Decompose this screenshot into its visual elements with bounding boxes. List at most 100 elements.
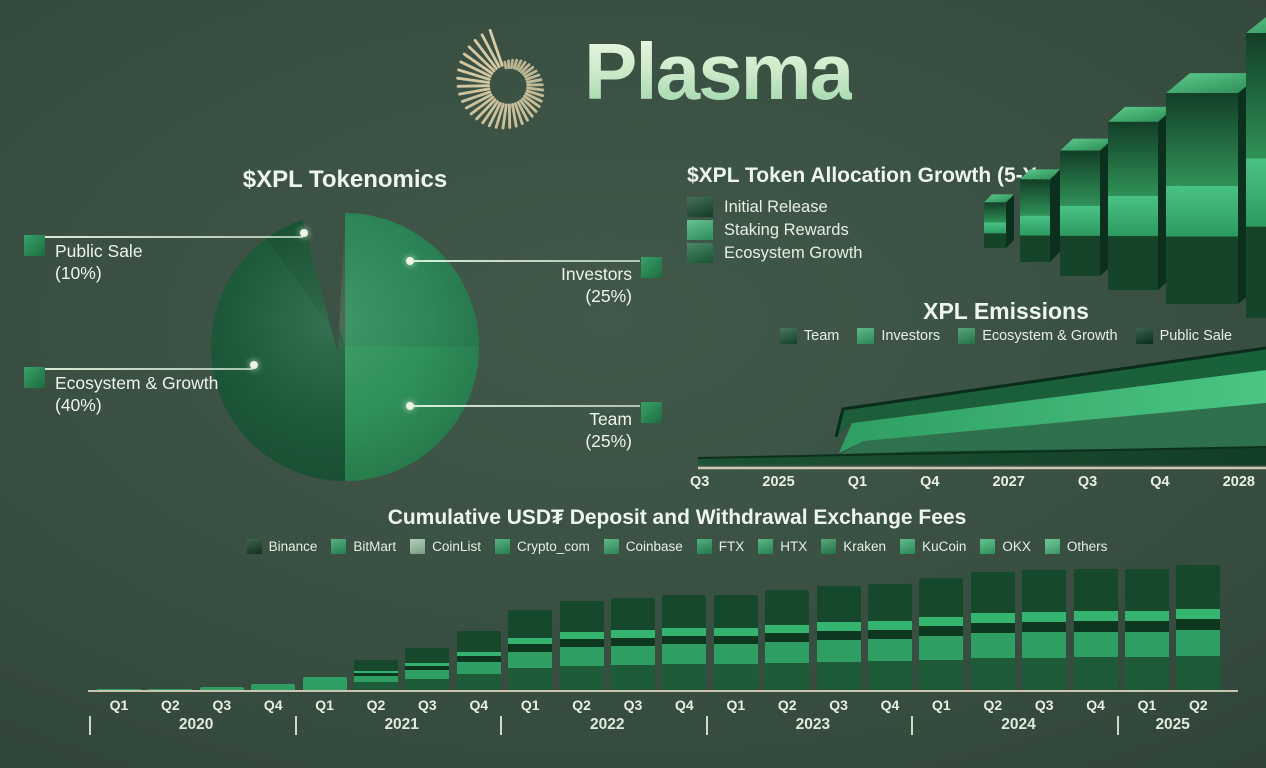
fees-bar-segment xyxy=(1073,631,1118,658)
callout-label-text: Ecosystem & Growth xyxy=(55,373,219,393)
emissions-x-label: Q3 xyxy=(1077,474,1098,490)
fees-legend: Binance BitMart CoinList Crypto_com Coinbase… xyxy=(88,539,1266,554)
legend-label: Investors xyxy=(881,328,941,344)
fees-bar-Q2-5 xyxy=(354,660,398,690)
fees-bar-segment xyxy=(559,601,604,633)
fees-bar-segment xyxy=(1125,569,1169,612)
fees-bar-segment xyxy=(1022,657,1067,690)
emissions-x-label: Q3 xyxy=(690,474,710,490)
legend-swatch-bitmart xyxy=(331,539,347,554)
fees-quarter-label: Q2 xyxy=(983,697,1003,713)
fees-bar-segment xyxy=(816,661,861,690)
fees-bar-segment xyxy=(456,674,501,690)
fees-bar-segment xyxy=(662,664,707,690)
fees-bar-segment xyxy=(919,617,964,627)
fees-bar-segment xyxy=(559,665,604,690)
fees-bar-Q1-0 xyxy=(97,689,141,690)
allocation-growth-legend: Initial Release Staking Rewards Ecosystem … xyxy=(687,197,862,263)
legend-swatch-initial-release xyxy=(687,197,713,217)
logo-ray xyxy=(515,59,523,71)
fees-bar-segment xyxy=(354,681,398,690)
legend-label: CoinList xyxy=(432,539,481,554)
fees-bar-segment xyxy=(354,675,398,682)
legend-label: OKX xyxy=(1002,539,1031,554)
fees-bar-segment xyxy=(765,590,810,625)
fees-quarter-label: Q2 xyxy=(572,697,591,713)
fees-quarter-label: Q3 xyxy=(829,697,848,713)
legend-item-others: Others xyxy=(1044,539,1107,554)
logo-ray xyxy=(521,97,538,113)
logo-ray xyxy=(525,73,541,81)
legend-swatch-ecosystem-growth xyxy=(958,328,976,344)
fees-quarter-label: Q1 xyxy=(726,697,746,713)
fees-bar-Q3-18 xyxy=(1022,570,1067,690)
fees-bar-segment xyxy=(868,584,912,622)
fees-quarter-label: Q4 xyxy=(469,697,489,713)
emissions-x-label: 2027 xyxy=(992,474,1025,490)
logo-ray xyxy=(520,63,531,74)
logo-ray xyxy=(469,95,495,116)
callout-dot-public-sale xyxy=(300,229,308,237)
legend-swatch-public-sale xyxy=(1135,328,1153,344)
fees-bar-segment xyxy=(508,651,553,669)
emissions-public-sale-edge xyxy=(697,446,1266,459)
fees-bar-segment xyxy=(662,595,707,629)
legend-swatch-staking-rewards xyxy=(687,220,713,240)
fees-bar-segment xyxy=(816,640,861,662)
fees-bar-segment xyxy=(713,595,758,629)
logo-ray xyxy=(473,38,498,71)
legend-item-staking-rewards: Staking Rewards xyxy=(687,220,862,240)
fees-bar-Q3-10 xyxy=(611,598,655,690)
fees-bar-segment xyxy=(1073,611,1118,622)
fees-bar-segment xyxy=(970,613,1015,623)
fees-bar-segment xyxy=(970,622,1015,634)
fees-bar-segment xyxy=(868,621,912,630)
legend-item-kucoin: KuCoin xyxy=(900,539,966,554)
fees-bar-segment xyxy=(251,684,296,690)
logo-ray xyxy=(519,99,534,118)
emissions-x-axis-labels: Q3 2025 Q1 Q4 2027 Q3 Q4 2028 xyxy=(690,474,1255,490)
emissions-area-chart xyxy=(690,341,1266,477)
logo-ray xyxy=(475,98,497,121)
legend-swatch-okx xyxy=(980,539,996,554)
logo-ray xyxy=(511,103,518,128)
fees-bar-segment xyxy=(559,639,604,648)
callout-label-text: Team xyxy=(589,409,632,429)
allocation-3d-bar-3 xyxy=(1060,138,1113,276)
fees-quarter-label: Q2 xyxy=(161,697,180,713)
fees-quarter-axis: Q1 Q2 Q3 Q4 Q1 Q2 Q3 Q4 Q1 Q2 Q3 Q4 Q1 Q2 Q3 Q4 Q1 Q2 Q3 Q4… xyxy=(88,697,1238,715)
fees-bar-segment xyxy=(1125,611,1169,622)
fees-bar-segment xyxy=(405,666,450,670)
legend-label: FTX xyxy=(718,539,745,554)
callout-pct-text: (40%) xyxy=(55,395,102,415)
legend-label: Crypto_com xyxy=(516,539,590,554)
logo-ray xyxy=(525,89,545,98)
fees-bar-Q2-13 xyxy=(765,590,810,690)
fees-bar-segment xyxy=(816,586,861,623)
fees-year-tick xyxy=(89,716,91,735)
callout-label-text: Public Sale xyxy=(55,241,143,261)
allocation-3d-bar-2 xyxy=(1020,169,1060,262)
logo-ray xyxy=(456,84,491,88)
legend-label: Kraken xyxy=(843,539,887,554)
fees-bar-segment xyxy=(405,662,450,667)
fees-bar-segment xyxy=(302,677,347,690)
fees-bar-segment xyxy=(97,689,141,690)
fees-bar-Q1-8 xyxy=(508,610,553,690)
fees-bar-segment xyxy=(868,629,912,640)
callout-line-investors xyxy=(412,260,640,262)
fees-bar-segment xyxy=(456,651,501,657)
fees-quarter-label: Q1 xyxy=(109,697,129,713)
legend-label: Ecosystem & Growth xyxy=(982,328,1118,344)
legend-item-bitmart: BitMart xyxy=(331,539,396,554)
fees-bar-segment xyxy=(1073,569,1118,612)
fees-quarter-label: Q3 xyxy=(1034,697,1054,713)
fees-bar-Q1-12 xyxy=(713,595,758,690)
callout-line-ecosystem xyxy=(45,368,253,370)
fees-quarter-label: Q1 xyxy=(520,697,540,713)
fees-year-label-2021: 2021 xyxy=(384,716,419,733)
fees-bar-Q4-3 xyxy=(251,684,296,690)
fees-quarter-label: Q3 xyxy=(212,697,232,713)
fees-bar-Q3-2 xyxy=(199,687,244,690)
legend-swatch-coinlist xyxy=(410,539,426,554)
